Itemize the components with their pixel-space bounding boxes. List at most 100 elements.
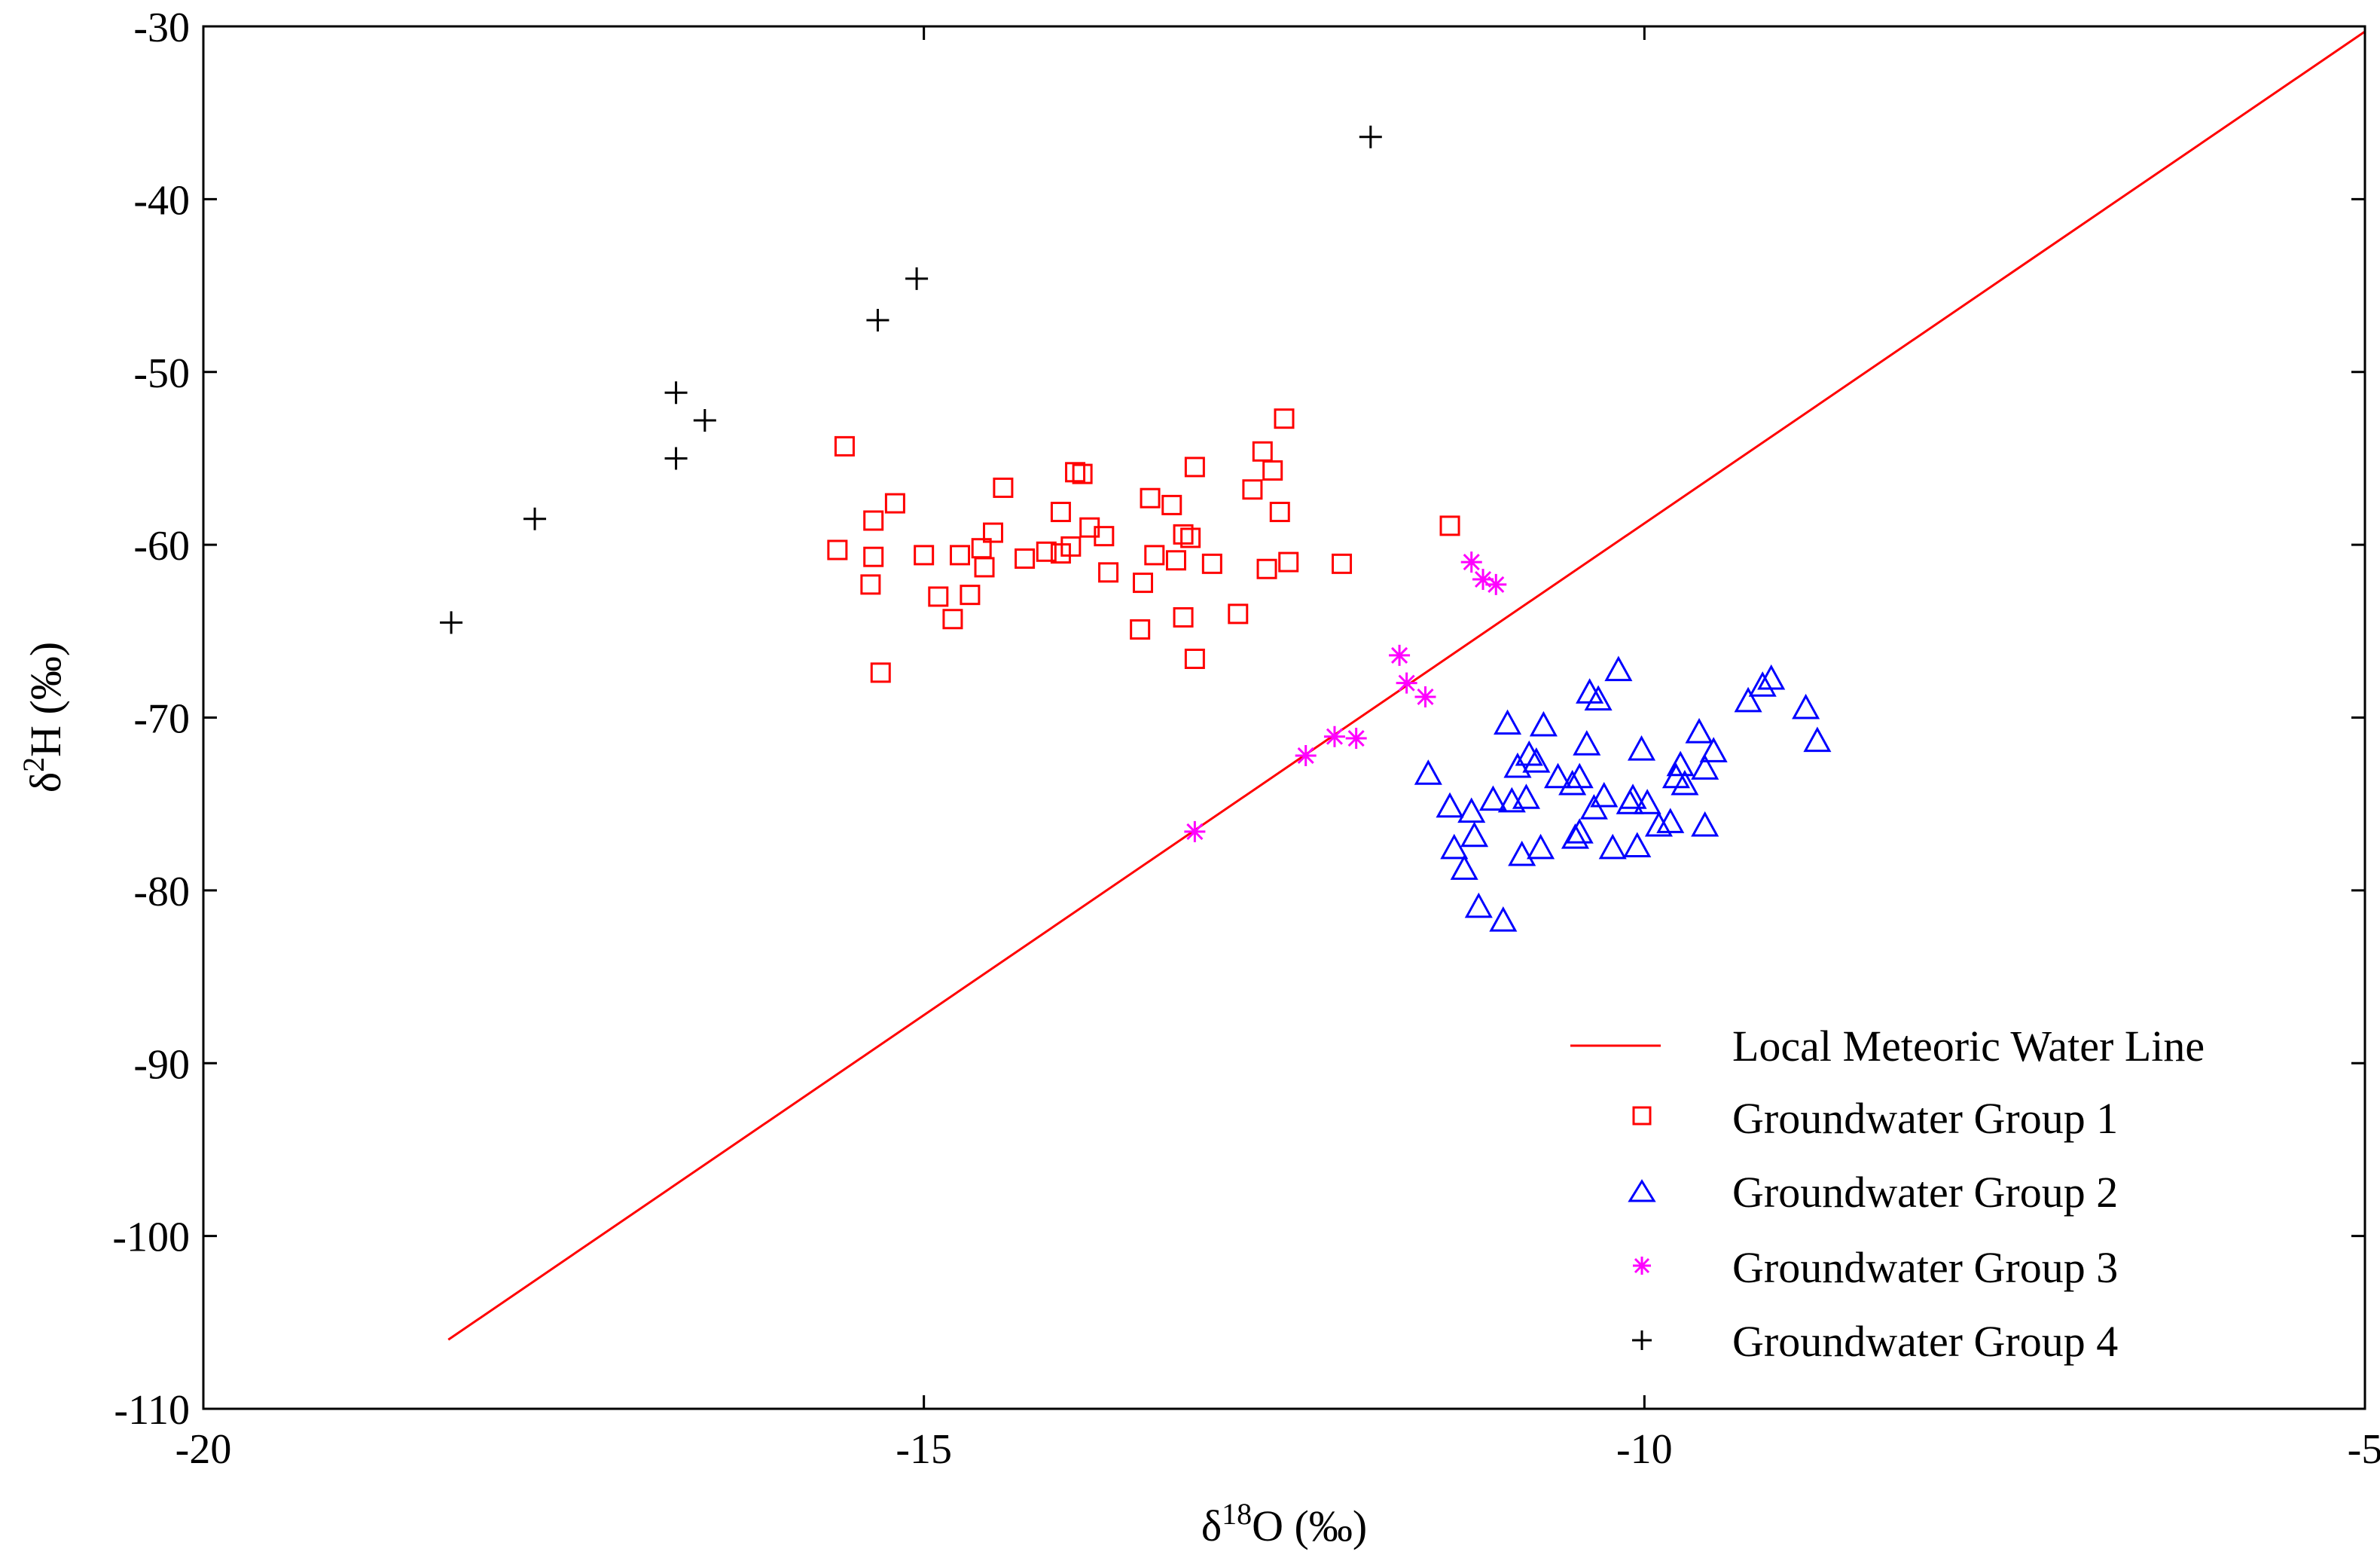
x-tick-label: -20 (175, 1426, 232, 1473)
group-2-point (1803, 726, 1832, 753)
group-4-point (523, 507, 547, 530)
group-1-point (1173, 606, 1194, 628)
x-axis-label-prefix: δ (1201, 1501, 1222, 1550)
group-4-point (664, 381, 688, 405)
group-2-point (1576, 678, 1604, 704)
group-2-point (1450, 854, 1478, 880)
legend-triangle-marker (1628, 1179, 1656, 1202)
group-2-point (1543, 762, 1573, 789)
group-2-point (1691, 811, 1719, 837)
group-2-point (1460, 821, 1489, 848)
legend-asterisk-marker (1633, 1257, 1651, 1275)
group-2-point (1644, 811, 1674, 837)
group-1-point (993, 477, 1014, 498)
group-4-point (440, 611, 463, 634)
group-1-point (863, 546, 884, 567)
group-1-point (870, 662, 891, 683)
group-1-point (1036, 541, 1057, 562)
group-2-point (1633, 789, 1661, 814)
group-4-point (664, 447, 688, 470)
group-2-point (1584, 685, 1613, 711)
group-1-point (950, 545, 970, 566)
group-1-point (1228, 603, 1249, 625)
group-4-point (866, 308, 889, 331)
group-3-point (1396, 672, 1417, 694)
group-1-point (1256, 558, 1277, 579)
group-2-point (1661, 762, 1690, 789)
group-1-point (942, 609, 963, 630)
group-1-point (974, 557, 995, 578)
legend-plus-marker (1632, 1330, 1652, 1350)
group-4-point (905, 267, 929, 290)
group-3-point (1414, 686, 1436, 707)
legend-label-group-2: Groundwater Group 2 (1732, 1168, 2118, 1217)
y-tick-label: -100 (112, 1214, 190, 1261)
y-tick-label: -40 (133, 177, 190, 224)
group-1-point (960, 585, 981, 606)
group-2-point (1656, 808, 1685, 833)
y-tick-label: -30 (133, 5, 190, 51)
x-axis-label-suffix: O (‰) (1252, 1501, 1367, 1550)
group-1-point (1184, 649, 1205, 670)
y-axis-label-suffix: H (‰) (21, 642, 70, 757)
group-2-point (1565, 762, 1594, 789)
group-1-point (1140, 487, 1161, 509)
group-3-point (1460, 551, 1482, 573)
x-axis-label: δ18O (‰) (1201, 1497, 1367, 1550)
group-1-point (1094, 526, 1115, 547)
group-1-point (1015, 548, 1036, 569)
legend-label-group-4: Groundwater Group 4 (1732, 1317, 2118, 1366)
group-1-point (983, 522, 1004, 543)
legend-label-local-meteoric-water-line: Local Meteoric Water Line (1732, 1022, 2205, 1071)
group-1-point (928, 586, 949, 607)
group-4-point (693, 408, 716, 432)
group-1-point (863, 510, 884, 531)
group-2-point (1671, 769, 1699, 796)
group-4-point (1359, 125, 1382, 148)
group-1-point (827, 539, 848, 561)
group-2-point (1522, 747, 1551, 773)
group-2-point (1604, 655, 1633, 682)
group-3-point (1323, 725, 1345, 747)
x-axis-label-sup: 18 (1222, 1497, 1252, 1531)
group-2-point (1494, 709, 1522, 735)
group-1-point (1050, 502, 1071, 523)
group-1-point (884, 493, 905, 514)
group-2-point (1565, 818, 1594, 844)
group-2-point (1489, 906, 1518, 932)
group-3-point (1345, 728, 1367, 750)
group-2-point (1512, 784, 1540, 809)
group-2-point (1527, 833, 1555, 860)
legend-label-group-1: Groundwater Group 1 (1732, 1094, 2118, 1143)
axis-ticks: -20 -15 -10 -5 -30 -40 -50 -60 -70 -80 -90 -100 -110 (112, 5, 2380, 1473)
group-2-point (1529, 710, 1558, 737)
y-tick-label: -90 (133, 1041, 190, 1088)
group-1-point (1184, 457, 1205, 478)
group-2-point (1440, 833, 1469, 860)
group-1-point (1269, 502, 1290, 523)
group-3-point (1485, 573, 1507, 595)
y-tick-label: -70 (133, 696, 190, 743)
group-2-point (1579, 793, 1608, 820)
group-2-point (1734, 686, 1762, 713)
group-2-point (1691, 754, 1719, 780)
group-2-point (1457, 797, 1486, 823)
group-1-point (1065, 462, 1086, 483)
x-tick-label: -10 (1616, 1426, 1673, 1473)
group-2-point (1561, 823, 1590, 849)
group-2-point (1464, 892, 1493, 918)
group-1-point (1252, 441, 1273, 462)
group-1-point (834, 435, 855, 457)
group-1-point (1130, 619, 1151, 640)
group-1-point (1439, 515, 1460, 536)
group-2-point (1558, 769, 1587, 796)
group-1-point (1173, 524, 1194, 545)
group-3-point (1389, 644, 1411, 666)
group-1-point (1201, 553, 1222, 574)
legend-square-marker (1632, 1106, 1652, 1126)
group-1-point (1332, 553, 1353, 574)
y-axis-label-prefix: δ (21, 772, 70, 793)
group-1-point (1274, 408, 1295, 429)
group-2-point (1414, 759, 1442, 785)
